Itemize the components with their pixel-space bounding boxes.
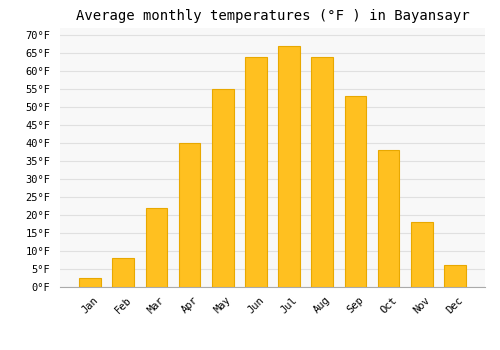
Bar [179,143,201,287]
Bar [278,46,300,287]
Bar [212,89,234,287]
Bar [312,57,333,287]
Title: Average monthly temperatures (°F ) in Bayansayr: Average monthly temperatures (°F ) in Ba… [76,9,469,23]
Bar [444,265,466,287]
Bar [378,150,400,287]
Bar [344,96,366,287]
Bar [80,278,101,287]
Bar [112,258,134,287]
Bar [245,57,266,287]
Bar [411,222,432,287]
Bar [146,208,167,287]
